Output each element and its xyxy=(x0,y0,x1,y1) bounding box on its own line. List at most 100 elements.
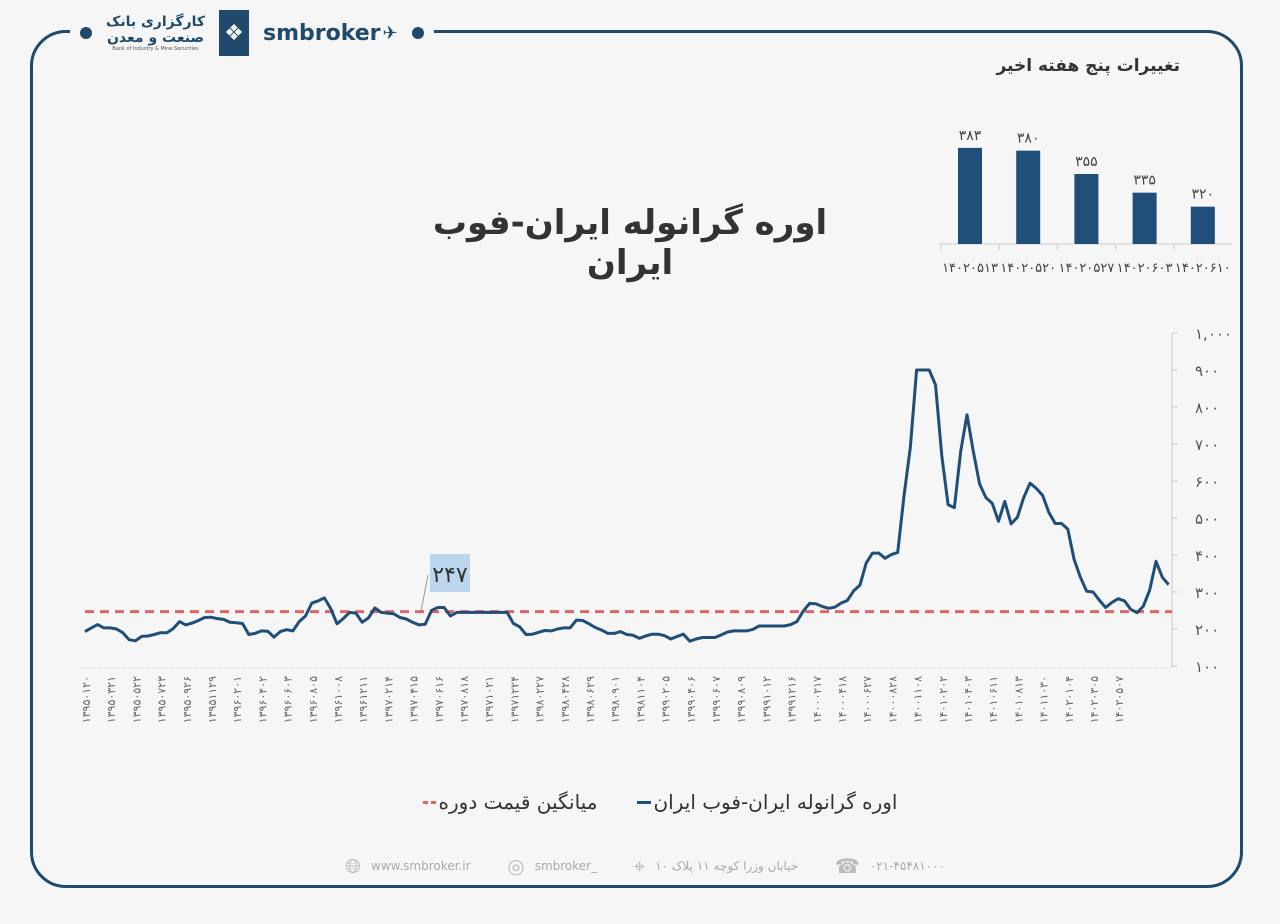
average-annotation-label: ۲۴۷ xyxy=(432,563,468,588)
chart-title: اوره گرانوله ایران-فوب ایران xyxy=(432,203,828,283)
x-tick-label: ۱۴۰۲۰۵۰۷ xyxy=(1113,676,1126,723)
x-tick-label: ۱۳۹۷۰۶۱۶ xyxy=(433,676,446,723)
header: کارگزاری بانک صنعت و معدن Bank of Indust… xyxy=(70,6,434,60)
frame-dot-left xyxy=(80,27,92,39)
legend: اوره گرانوله ایران-فوب ایران میانگین قیم… xyxy=(400,790,920,814)
bar xyxy=(1190,206,1215,244)
x-tick-label: ۱۴۰۲۰۳۰۵ xyxy=(1088,676,1101,723)
y-tick-label: ۴۰۰ xyxy=(1195,547,1219,565)
bar-category-label: ۱۴۰۲۰۵۱۳ xyxy=(942,261,998,276)
x-tick-label: ۱۳۹۸۱۱۰۴ xyxy=(634,676,647,723)
y-tick-label: ۳۰۰ xyxy=(1195,584,1219,602)
x-tick-label: ۱۳۹۹۱۲۱۶ xyxy=(786,676,799,723)
x-tick-label: ۱۴۰۱۰۸۱۳ xyxy=(1012,676,1025,723)
x-tick-label: ۱۴۰۰۱۱۰۸ xyxy=(912,676,925,723)
x-tick-label: ۱۳۹۸۰۶۲۹ xyxy=(584,676,597,723)
x-tick-label: ۱۳۹۵۰۹۲۶ xyxy=(181,676,194,723)
footer-address: ⌖ خیابان وزرا کوچه ۱۱ پلاک ۱۰ xyxy=(634,854,798,878)
x-tick-label: ۱۳۹۶۰۲۰۱ xyxy=(231,676,244,723)
x-tick-label: ۱۴۰۲۰۱۰۴ xyxy=(1063,676,1076,723)
footer-phone: ☎ ۰۲۱-۴۵۴۸۱۰۰۰ xyxy=(835,854,945,878)
instagram-text[interactable]: smbroker_ xyxy=(534,859,598,873)
annotation-leader xyxy=(420,574,429,612)
x-tick-label: ۱۴۰۰۰۶۲۷ xyxy=(861,676,874,723)
bar-data-label: ۳۵۵ xyxy=(1075,154,1098,170)
bar-data-label: ۳۳۵ xyxy=(1133,173,1156,189)
footer-instagram[interactable]: ◎ smbroker_ xyxy=(507,854,597,878)
x-tick-label: ۱۳۹۵۰۷۲۳ xyxy=(156,676,169,723)
x-tick-label: ۱۳۹۵۰۱۲۰ xyxy=(80,676,93,723)
bar xyxy=(1016,150,1041,244)
telephone-icon: ☎ xyxy=(834,854,860,878)
x-tick-label: ۱۳۹۸۰۲۲۷ xyxy=(534,676,547,723)
footer: 🌐︎ www.smbroker.ir ◎ smbroker_ ⌖ خیابان وزر… xyxy=(345,854,945,878)
bar xyxy=(958,147,982,244)
x-tick-label: ۱۳۹۵۰۵۲۲ xyxy=(130,676,143,723)
x-tick-label: ۱۳۹۶۱۲۱۱ xyxy=(357,676,370,723)
x-tick-label: ۱۳۹۶۱۰۰۸ xyxy=(332,676,345,723)
annotation-box xyxy=(430,554,470,592)
y-tick-label: ۹۰۰ xyxy=(1195,362,1219,380)
x-tick-label: ۱۴۰۰۰۸۲۸ xyxy=(886,676,899,723)
bar-chart-title: تغییرات پنج هفته اخیر xyxy=(996,56,1180,76)
x-tick-label: ۱۴۰۰۰۴۱۸ xyxy=(836,676,849,723)
legend-label-average: میانگین قیمت دوره xyxy=(438,790,598,814)
x-tick-label: ۱۴۰۱۰۶۱۱ xyxy=(987,676,1000,723)
instagram-icon: ◎ xyxy=(507,854,525,878)
x-tick-label: ۱۳۹۵۱۱۲۹ xyxy=(206,676,219,723)
x-tick-label: ۱۳۹۶۰۶۰۳ xyxy=(282,676,295,723)
legend-swatch-line xyxy=(637,800,652,804)
y-tick-label: ۸۰۰ xyxy=(1195,399,1219,417)
y-tick-label: ۷۰۰ xyxy=(1195,436,1219,454)
bank-logo-icon: ❖ xyxy=(218,10,249,56)
logo-line-1: کارگزاری بانک xyxy=(106,14,205,30)
brand-name: smbroker xyxy=(262,20,381,46)
location-pin-icon: ⌖ xyxy=(633,854,646,878)
x-tick-label: ۱۳۹۶۰۸۰۵ xyxy=(307,676,320,723)
logo-line-2: صنعت و معدن xyxy=(106,30,205,46)
bar-category-label: ۱۴۰۲۰۵۲۷ xyxy=(1058,261,1114,276)
x-tick-label: ۱۳۹۸۰۴۲۸ xyxy=(559,676,572,723)
x-tick-label: ۱۴۰۱۰۴۰۳ xyxy=(962,676,975,723)
brand: smbroker ✈ xyxy=(263,21,398,46)
globe-icon: 🌐︎ xyxy=(345,854,361,878)
bar xyxy=(1132,192,1157,244)
x-tick-label: ۱۴۰۱۰۲۰۲ xyxy=(937,676,950,723)
x-tick-label: ۱۳۹۷۱۰۲۱ xyxy=(483,676,496,723)
paper-plane-icon: ✈ xyxy=(382,22,398,44)
address-text: خیابان وزرا کوچه ۱۱ پلاک ۱۰ xyxy=(655,859,799,873)
y-tick-label: ۱,۰۰۰ xyxy=(1195,325,1232,343)
logo-english: Bank of Industry & Mine Securities xyxy=(112,46,199,52)
footer-website[interactable]: 🌐︎ www.smbroker.ir xyxy=(345,854,471,878)
x-tick-label: ۱۴۰۰۰۲۱۷ xyxy=(811,676,824,723)
x-tick-label: ۱۳۹۹۰۸۰۹ xyxy=(735,676,748,723)
x-tick-label: ۱۴۰۱۱۰۳۰ xyxy=(1038,676,1051,723)
y-tick-label: ۱۰۰ xyxy=(1195,658,1219,676)
x-tick-label: ۱۳۹۹۰۴۰۶ xyxy=(685,676,698,723)
bar xyxy=(1074,174,1099,244)
bar-data-label: ۳۲۰ xyxy=(1192,187,1215,203)
bar-data-label: ۳۸۰ xyxy=(1017,131,1040,147)
y-tick-label: ۲۰۰ xyxy=(1195,621,1219,639)
frame-dot-right xyxy=(411,27,424,39)
legend-item-average: میانگین قیمت دوره xyxy=(422,790,598,814)
bank-logo-text: کارگزاری بانک صنعت و معدن Bank of Indust… xyxy=(106,14,205,52)
bar-data-label: ۳۸۳ xyxy=(959,128,982,144)
bar-category-label: ۱۴۰۲۰۵۲۰ xyxy=(1000,261,1056,276)
y-tick-label: ۵۰۰ xyxy=(1195,510,1219,528)
x-tick-label: ۱۳۹۸۰۹۰۱ xyxy=(609,676,622,723)
x-tick-label: ۱۳۹۶۰۴۰۲ xyxy=(256,676,269,723)
legend-label-price: اوره گرانوله ایران-فوب ایران xyxy=(653,790,898,814)
y-tick-label: ۶۰۰ xyxy=(1195,473,1219,491)
x-tick-label: ۱۳۹۵۰۳۲۱ xyxy=(105,676,118,723)
phone-text: ۰۲۱-۴۵۴۸۱۰۰۰ xyxy=(869,859,945,873)
x-tick-label: ۱۳۹۷۰۴۱۵ xyxy=(408,676,421,723)
legend-item-price: اوره گرانوله ایران-فوب ایران xyxy=(637,790,897,814)
x-tick-label: ۱۳۹۹۱۰۱۲ xyxy=(760,676,773,723)
website-text[interactable]: www.smbroker.ir xyxy=(371,859,471,873)
price-series-line xyxy=(84,368,1170,643)
x-tick-label: ۱۳۹۷۰۸۱۸ xyxy=(458,676,471,723)
bar-category-label: ۱۴۰۲۰۶۱۰ xyxy=(1175,261,1231,276)
x-tick-label: ۱۳۹۹۰۲۰۵ xyxy=(660,676,673,723)
